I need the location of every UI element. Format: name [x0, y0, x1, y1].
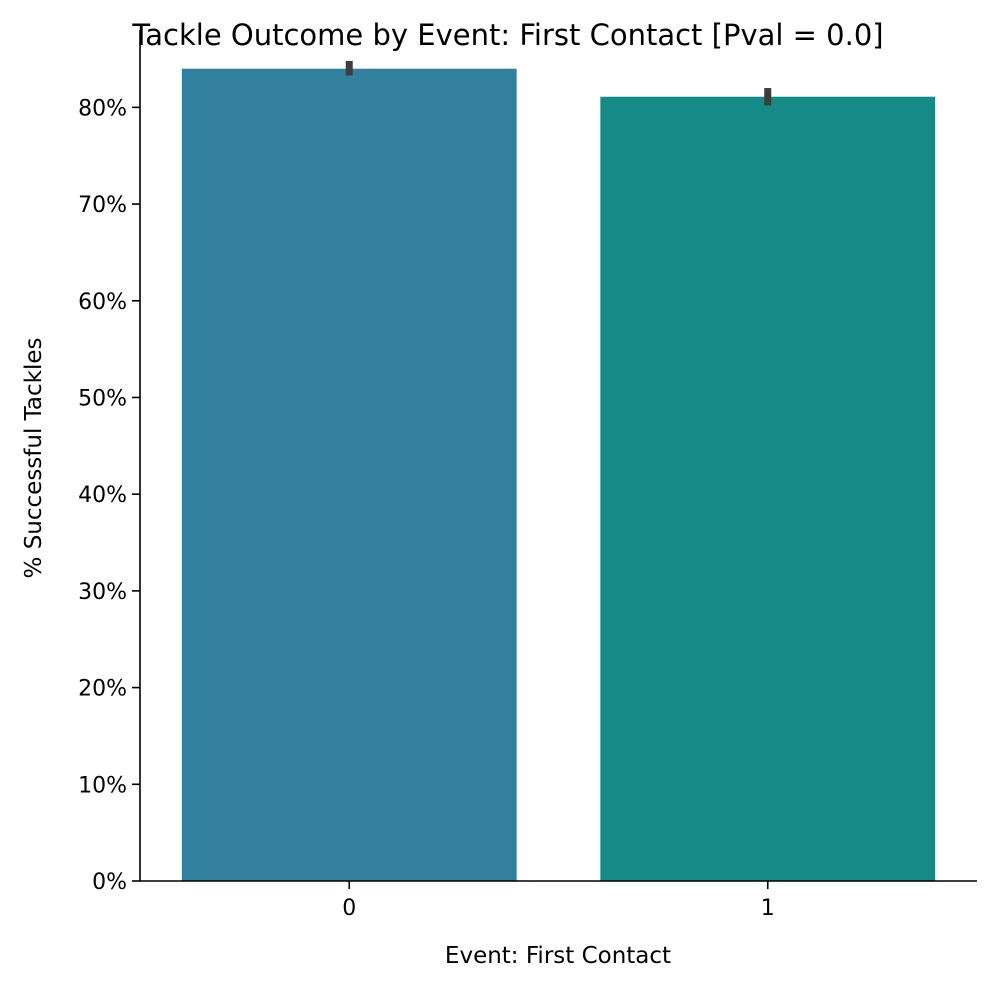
y-tick-label: 40%	[78, 483, 127, 508]
y-tick-label: 50%	[78, 386, 127, 411]
bar-1	[600, 97, 935, 881]
y-tick-label: 20%	[78, 677, 127, 702]
y-tick-label: 80%	[78, 96, 127, 121]
x-axis-label: Event: First Contact	[445, 943, 671, 969]
y-tick-label: 60%	[78, 290, 127, 315]
plot-area: 0% 10% 20% 30% 40% 50% 60% 70% 80% 0 1	[78, 30, 977, 921]
y-tick-label: 30%	[78, 580, 127, 605]
chart-title: Tackle Outcome by Event: First Contact […	[131, 18, 883, 52]
y-tick-label: 70%	[78, 193, 127, 218]
y-axis-label: % Successful Tackles	[21, 338, 47, 579]
y-tick-label: 0%	[92, 870, 127, 895]
x-tick-label: 1	[761, 896, 775, 921]
y-tick-label: 10%	[78, 773, 127, 798]
x-tick-label: 0	[342, 896, 356, 921]
bar-0	[182, 69, 517, 881]
